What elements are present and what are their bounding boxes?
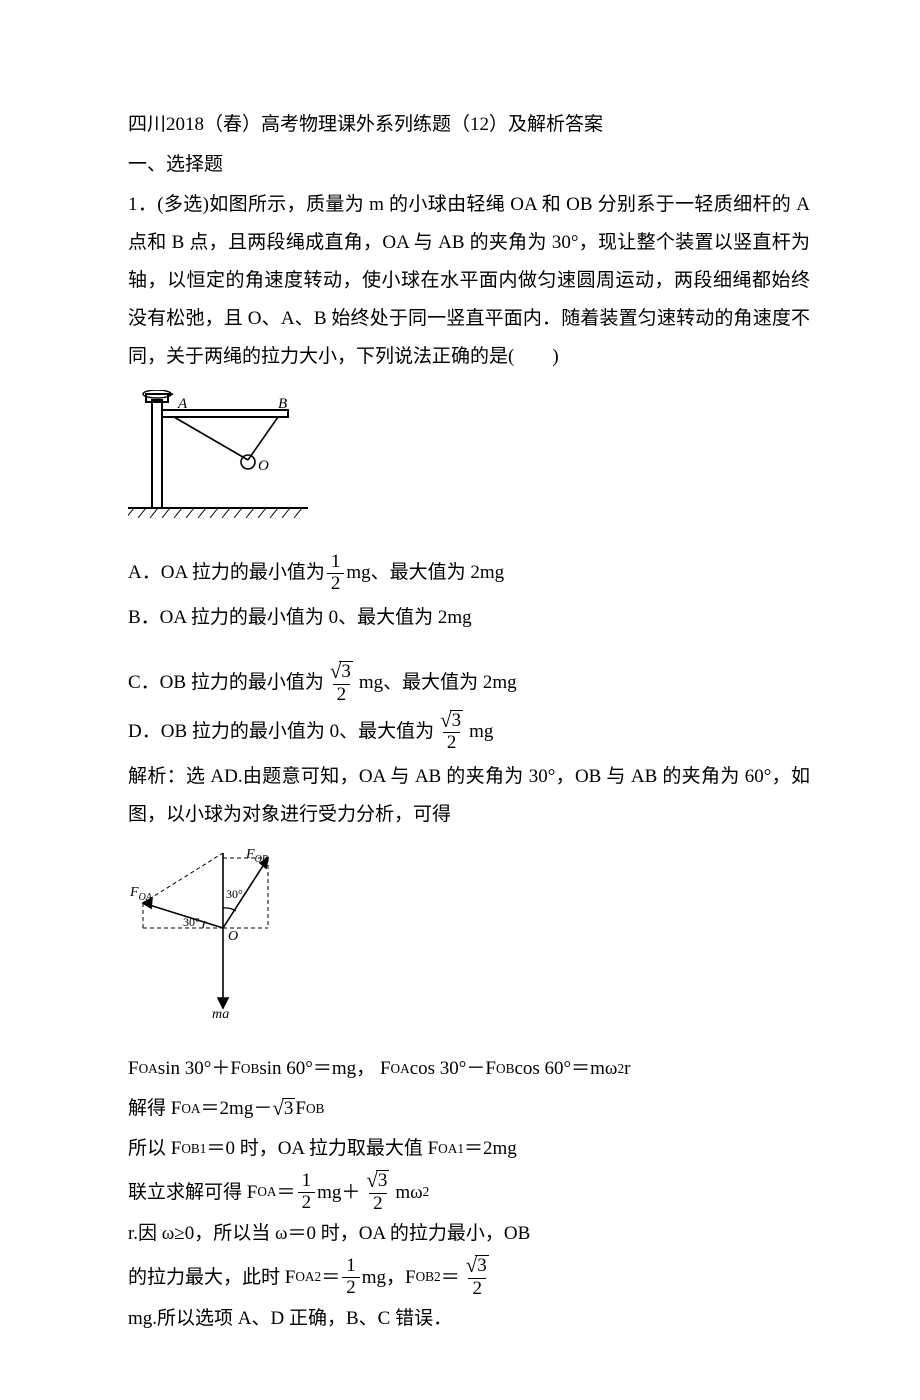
doc-title: 四川2018（春）高考物理课外系列练题（12）及解析答案 [128,106,810,144]
eq-line-3: 所以 FOB1＝0 时，OA 拉力取最大值 FOA1＝2mg [128,1130,810,1168]
svg-text:30°: 30° [183,915,200,929]
figure-force-diagram: FOA FOB 30° 30° O mg [128,848,810,1032]
svg-text:FOB: FOB [245,848,268,865]
option-b: B．OA 拉力的最小值为 0、最大值为 2mg [128,599,810,637]
option-b-text: B．OA 拉力的最小值为 0、最大值为 2mg [128,599,472,637]
fraction-icon: 12 [298,1171,316,1214]
eq-line-4: 联立求解可得 FOA＝ 12 mg＋ √32 mω2r.因 ω≥0，所以当 ω＝… [128,1170,810,1253]
svg-text:30°: 30° [226,887,243,901]
fraction-icon: √32 [362,1170,393,1215]
svg-text:mg: mg [212,1007,229,1018]
question-text: 如图所示，质量为 m 的小球由轻绳 OA 和 OB 分别系于一轻质细杆的 A 点… [128,194,810,367]
question-tag: (多选) [157,194,209,215]
option-d-mid: mg [469,713,493,751]
option-a-mid: mg、最大值为 2mg [346,554,504,592]
fraction-icon: √32 [462,1255,493,1300]
svg-text:FOA: FOA [129,885,153,903]
option-a-prefix: A．OA 拉力的最小值为 [128,554,325,592]
option-c-prefix: C．OB 拉力的最小值为 [128,664,324,702]
option-d: D．OB 拉力的最小值为 0、最大值为 √3 2 mg [128,710,810,755]
eq-line-2: 解得 FOA＝2mg－√3FOB [128,1090,810,1128]
fraction-icon: 1 2 [327,552,345,595]
label-O: O [258,458,269,474]
option-c-mid: mg、最大值为 2mg [359,664,517,702]
eq-line-5: 的拉力最大，此时 FOA2＝ 12 mg，FOB2＝ √32 mg.所以选项 A… [128,1255,810,1338]
fraction-icon: 12 [342,1256,360,1299]
option-c: C．OB 拉力的最小值为 √3 2 mg、最大值为 2mg [128,661,810,706]
fraction-icon: √3 2 [326,661,357,706]
option-d-prefix: D．OB 拉力的最小值为 0、最大值为 [128,713,434,751]
question-number: 1． [128,194,157,215]
eq-line-1: FOAsin 30°＋FOBsin 60°＝mg， FOAcos 30°－FOB… [128,1050,810,1088]
document-page: 四川2018（春）高考物理课外系列练题（12）及解析答案 一、选择题 1．(多选… [0,0,920,1400]
fraction-icon: √3 2 [436,710,467,755]
svg-text:O: O [228,929,238,944]
question-1: 1．(多选)如图所示，质量为 m 的小球由轻绳 OA 和 OB 分别系于一轻质细… [128,186,810,376]
label-B: B [278,396,287,412]
figure-apparatus: A B O [128,390,810,534]
section-heading: 一、选择题 [128,146,810,184]
sqrt-icon: √3 [272,1098,295,1120]
option-a: A．OA 拉力的最小值为 1 2 mg、最大值为 2mg [128,552,810,595]
label-A: A [177,396,188,412]
solution-lead: 解析：选 AD.由题意可知，OA 与 AB 的夹角为 30°，OB 与 AB 的… [128,758,810,834]
